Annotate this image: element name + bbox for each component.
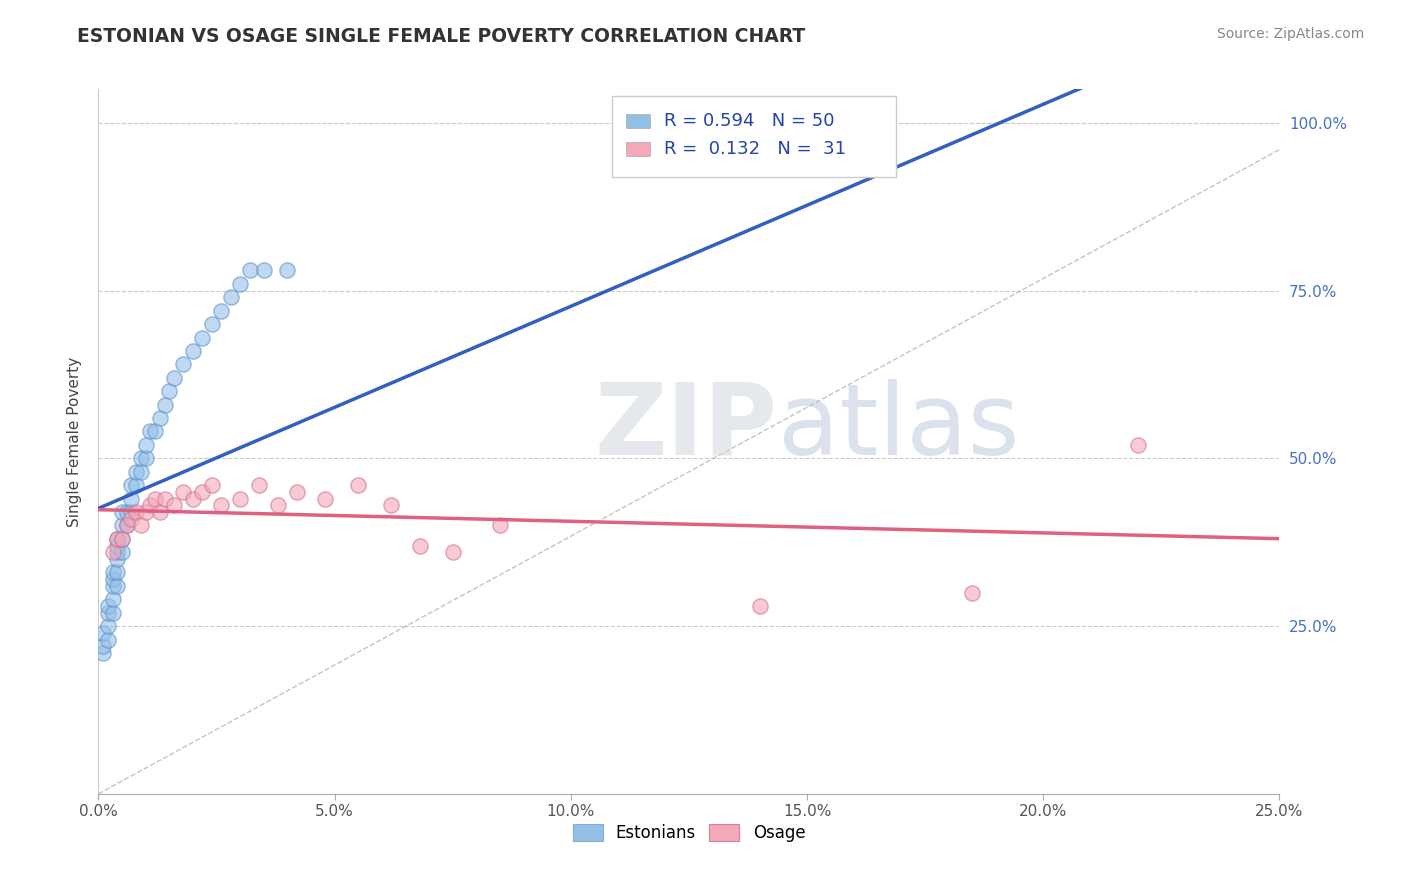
- Point: [129, 451, 152, 466]
- Point: [97, 599, 120, 613]
- Point: [105, 539, 128, 553]
- Text: ZIP: ZIP: [595, 379, 778, 476]
- Point: [143, 425, 166, 439]
- Point: [229, 277, 252, 291]
- Point: [153, 491, 176, 506]
- Point: [276, 263, 298, 277]
- Point: [111, 545, 134, 559]
- Point: [101, 606, 124, 620]
- Point: [219, 290, 242, 304]
- Point: [149, 505, 172, 519]
- Point: [105, 545, 128, 559]
- Point: [153, 398, 176, 412]
- Point: [105, 566, 128, 580]
- Point: [139, 425, 162, 439]
- Point: [748, 599, 770, 613]
- Point: [91, 639, 114, 653]
- Bar: [612, 96, 896, 178]
- Point: [129, 465, 152, 479]
- Point: [247, 478, 270, 492]
- Point: [441, 545, 464, 559]
- Point: [191, 330, 214, 344]
- Point: [121, 478, 143, 492]
- Point: [115, 518, 138, 533]
- Point: [101, 572, 124, 586]
- Point: [101, 592, 124, 607]
- Point: [97, 619, 120, 633]
- Point: [149, 411, 172, 425]
- Point: [125, 505, 148, 519]
- Point: [962, 585, 984, 599]
- Text: R = 0.594   N = 50: R = 0.594 N = 50: [664, 112, 835, 130]
- Point: [163, 371, 186, 385]
- Point: [181, 343, 204, 358]
- Point: [314, 491, 336, 506]
- Bar: [626, 142, 650, 156]
- Point: [239, 263, 262, 277]
- Point: [111, 532, 134, 546]
- Point: [125, 478, 148, 492]
- Point: [489, 518, 512, 533]
- Point: [157, 384, 180, 399]
- Point: [201, 478, 224, 492]
- Point: [135, 505, 157, 519]
- Point: [143, 491, 166, 506]
- Point: [172, 484, 194, 499]
- Bar: [626, 114, 650, 128]
- Point: [253, 263, 276, 277]
- Text: ESTONIAN VS OSAGE SINGLE FEMALE POVERTY CORRELATION CHART: ESTONIAN VS OSAGE SINGLE FEMALE POVERTY …: [77, 27, 806, 45]
- Point: [105, 532, 128, 546]
- Point: [101, 579, 124, 593]
- Point: [267, 498, 290, 512]
- Point: [91, 625, 114, 640]
- Point: [121, 512, 143, 526]
- Point: [163, 498, 186, 512]
- Point: [209, 303, 232, 318]
- Point: [125, 465, 148, 479]
- Point: [347, 478, 370, 492]
- Point: [380, 498, 402, 512]
- Legend: Estonians, Osage: Estonians, Osage: [565, 817, 813, 849]
- Point: [285, 484, 308, 499]
- Point: [105, 552, 128, 566]
- Point: [209, 498, 232, 512]
- Point: [129, 518, 152, 533]
- Point: [121, 491, 143, 506]
- Point: [408, 539, 430, 553]
- Point: [115, 505, 138, 519]
- Point: [115, 518, 138, 533]
- Point: [139, 498, 162, 512]
- Point: [135, 451, 157, 466]
- Point: [135, 438, 157, 452]
- Point: [229, 491, 252, 506]
- Point: [121, 505, 143, 519]
- Text: R =  0.132   N =  31: R = 0.132 N = 31: [664, 140, 846, 158]
- Point: [1316, 143, 1339, 157]
- Point: [105, 532, 128, 546]
- Point: [111, 518, 134, 533]
- Point: [105, 579, 128, 593]
- Point: [91, 646, 114, 660]
- Point: [191, 484, 214, 499]
- Point: [97, 632, 120, 647]
- Point: [181, 491, 204, 506]
- Y-axis label: Single Female Poverty: Single Female Poverty: [67, 357, 83, 526]
- Point: [201, 317, 224, 331]
- Text: atlas: atlas: [778, 379, 1019, 476]
- Text: Source: ZipAtlas.com: Source: ZipAtlas.com: [1216, 27, 1364, 41]
- Point: [97, 606, 120, 620]
- Point: [111, 532, 134, 546]
- Point: [111, 505, 134, 519]
- Point: [172, 357, 194, 371]
- Point: [1126, 438, 1149, 452]
- Point: [101, 566, 124, 580]
- Point: [101, 545, 124, 559]
